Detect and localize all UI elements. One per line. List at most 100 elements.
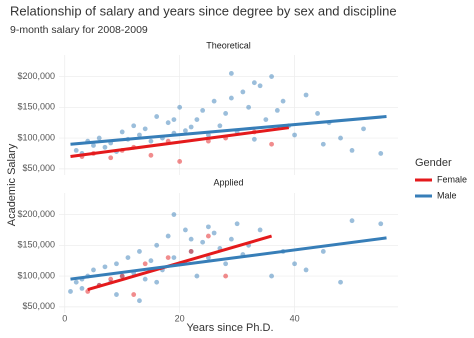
legend-label: Male: [437, 190, 457, 200]
point: [217, 123, 223, 129]
point: [223, 273, 229, 279]
y-tick-label: $200,000: [17, 71, 55, 81]
y-tick-label: $50,000: [22, 163, 55, 173]
legend-label: Female: [437, 174, 467, 184]
y-tick-label: $150,000: [17, 240, 55, 250]
point: [211, 98, 217, 104]
y-tick-label: $100,000: [17, 132, 55, 142]
point: [73, 279, 79, 285]
point: [188, 236, 194, 242]
point: [269, 74, 274, 79]
point: [361, 126, 366, 132]
point: [320, 141, 326, 147]
x-tick-label: 20: [175, 313, 185, 323]
point: [200, 107, 206, 113]
y-tick-label: $200,000: [17, 209, 55, 219]
point: [240, 89, 246, 95]
point: [228, 95, 234, 101]
point: [114, 261, 119, 267]
point: [125, 255, 131, 261]
point: [148, 138, 154, 144]
x-tick-label: 40: [290, 313, 300, 323]
y-tick-label: $50,000: [22, 301, 55, 311]
chart-subtitle: 9-month salary for 2008-2009: [10, 24, 148, 36]
point: [102, 264, 108, 270]
point: [165, 233, 171, 239]
point: [142, 276, 148, 282]
point: [183, 128, 188, 134]
point: [131, 123, 137, 129]
point: [177, 104, 183, 110]
point: [91, 143, 96, 148]
point: [114, 292, 119, 297]
point: [73, 147, 79, 153]
point: [257, 83, 263, 89]
point: [349, 218, 355, 224]
point: [171, 255, 177, 261]
point: [108, 155, 114, 161]
point: [246, 104, 252, 110]
point: [194, 273, 200, 279]
point: [223, 111, 229, 116]
point: [91, 267, 96, 273]
legend-title: Gender: [415, 157, 452, 169]
point: [205, 132, 211, 138]
point: [292, 261, 297, 267]
point: [338, 135, 343, 141]
chart-title: Relationship of salary and years since d…: [10, 3, 397, 18]
point: [211, 230, 217, 236]
point: [183, 227, 188, 233]
facet-title: Applied: [213, 177, 243, 187]
point: [378, 151, 384, 156]
point: [154, 279, 160, 285]
point: [177, 159, 183, 164]
point: [142, 126, 148, 132]
point: [263, 117, 269, 123]
point: [79, 285, 85, 291]
point: [165, 255, 171, 261]
point: [234, 221, 240, 227]
point: [108, 276, 114, 282]
point: [320, 249, 326, 254]
point: [205, 138, 211, 144]
point: [200, 239, 206, 245]
point: [228, 71, 234, 76]
point: [102, 144, 108, 150]
point: [303, 92, 309, 98]
x-axis-label: Years since Ph.D.: [186, 322, 273, 334]
point: [148, 152, 154, 158]
point: [137, 249, 142, 254]
point: [205, 233, 211, 239]
facet-title: Theoretical: [206, 40, 251, 50]
point: [137, 298, 142, 304]
point: [171, 212, 177, 217]
x-tick-label: 0: [62, 313, 67, 323]
point: [165, 120, 171, 126]
point: [274, 107, 280, 113]
point: [137, 132, 142, 138]
point: [194, 117, 200, 123]
point: [228, 236, 234, 242]
point: [119, 273, 125, 279]
point: [154, 242, 160, 248]
y-tick-label: $150,000: [17, 102, 55, 112]
point: [269, 141, 274, 147]
fit-line: [70, 236, 387, 281]
point: [315, 111, 320, 116]
point: [378, 221, 384, 227]
point: [188, 124, 194, 130]
point: [205, 224, 211, 230]
point: [171, 117, 177, 123]
point: [251, 136, 257, 142]
fit-line: [87, 234, 273, 292]
point: [142, 261, 148, 267]
point: [131, 292, 137, 297]
point: [148, 258, 154, 264]
point: [223, 261, 229, 267]
point: [68, 289, 73, 294]
point: [303, 267, 309, 273]
fit-line: [70, 115, 387, 146]
point: [257, 227, 263, 233]
fit-line: [70, 126, 290, 159]
